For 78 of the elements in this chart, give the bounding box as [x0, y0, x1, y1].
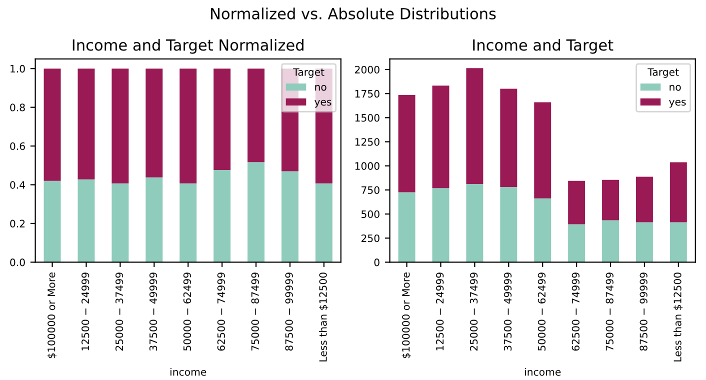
x-tick-label: 62500 − 74999 — [217, 272, 225, 351]
bar — [44, 68, 61, 181]
bar — [180, 68, 197, 184]
bar — [466, 184, 484, 262]
bar — [534, 198, 552, 262]
x-tick-label: Less than $12500 — [674, 272, 683, 362]
bar — [146, 68, 163, 178]
y-tick-label: 1.0 — [10, 64, 25, 73]
x-tick-label: 62500 − 74999 — [572, 272, 580, 351]
chart-title: Income and Target Normalized — [72, 38, 304, 54]
bar — [214, 68, 231, 170]
y-tick-label: 0.6 — [10, 142, 25, 150]
x-axis-title: income — [524, 368, 561, 376]
bar — [432, 86, 450, 188]
y-tick-label: 1500 — [355, 114, 380, 122]
bar — [670, 162, 687, 222]
legend-label: yes — [669, 100, 686, 108]
y-tick-label: 0.0 — [10, 258, 25, 266]
y-tick-label: 0.8 — [10, 104, 25, 112]
bar — [180, 183, 197, 262]
bar — [568, 180, 586, 224]
bar — [146, 177, 163, 262]
y-tick-label: 250 — [361, 234, 380, 242]
y-tick-label: 1750 — [355, 90, 380, 98]
x-tick-label: 75000 − 87499 — [606, 272, 614, 351]
x-tick-label: 50000 − 62499 — [538, 272, 546, 351]
bar — [636, 176, 653, 222]
bar — [534, 102, 552, 198]
legend-title: Target — [648, 68, 679, 78]
bar — [500, 187, 518, 262]
bar — [636, 222, 653, 262]
bar — [112, 68, 129, 184]
bar — [432, 188, 450, 262]
bar — [398, 95, 416, 192]
y-tick-label: 2000 — [355, 66, 380, 74]
bar — [44, 180, 61, 262]
x-tick-label: 87500 − 99999 — [640, 272, 648, 351]
x-tick-label: 37500 − 49999 — [149, 272, 158, 351]
x-tick-label: $100000 or More — [47, 272, 57, 358]
bar — [78, 68, 95, 180]
bar — [602, 180, 620, 220]
x-tick-label: 37500 − 49999 — [504, 272, 512, 351]
legend-title: Target — [293, 68, 324, 78]
y-tick-label: 0 — [374, 258, 380, 266]
y-tick-label: 0.2 — [10, 220, 25, 228]
x-tick-label: 50000 − 62499 — [183, 272, 192, 351]
bar — [281, 171, 298, 262]
x-tick-label: 25000 − 37499 — [470, 272, 478, 351]
x-tick-label: 25000 − 37499 — [115, 272, 124, 351]
y-tick-label: 1250 — [355, 138, 380, 146]
bar — [214, 170, 231, 262]
bar — [78, 179, 95, 262]
bar — [500, 88, 518, 188]
x-axis-title: income — [170, 368, 206, 376]
x-tick-label: 75000 − 87499 — [251, 272, 259, 351]
x-tick-label: Less than $12500 — [319, 272, 328, 362]
bar — [112, 183, 129, 262]
legend-label: no — [315, 84, 326, 91]
bar — [466, 68, 484, 184]
y-tick-label: 500 — [362, 210, 380, 218]
bar — [248, 162, 265, 262]
y-tick-label: 0.4 — [10, 181, 26, 189]
y-tick-label: 1000 — [355, 162, 380, 170]
x-tick-label: $100000 or More — [402, 272, 412, 358]
bar — [248, 68, 265, 162]
text: Normalized vs. Absolute Distributions — [211, 8, 496, 20]
bar — [315, 183, 332, 262]
y-tick-label: 750 — [362, 186, 380, 194]
chart-title: Income and Target — [473, 38, 614, 54]
x-tick-label: 12500 − 24999 — [436, 272, 444, 350]
legend-label: no — [670, 84, 681, 91]
bar — [602, 220, 620, 262]
x-tick-label: 87500 − 99999 — [285, 272, 293, 351]
bar — [670, 222, 687, 262]
x-tick-label: 12500 − 24999 — [82, 272, 90, 350]
legend-label: yes — [314, 100, 332, 108]
bar — [568, 224, 586, 262]
bar — [398, 192, 416, 262]
